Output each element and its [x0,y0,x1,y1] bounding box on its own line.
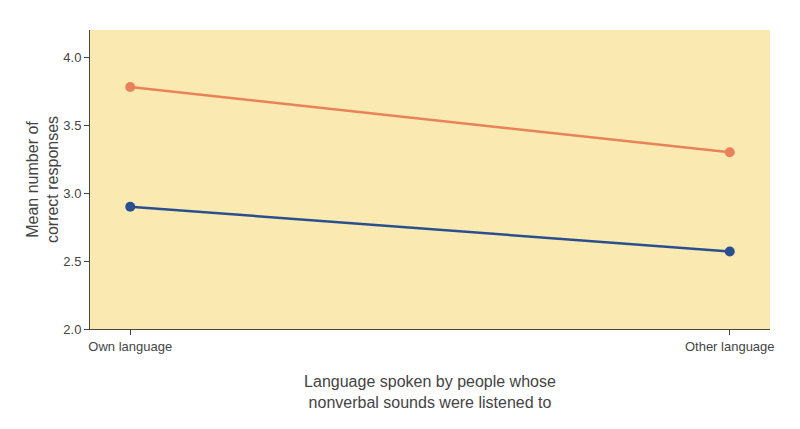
svg-text:Mean number ofcorrect response: Mean number ofcorrect responses [24,116,62,243]
svg-text:4.0: 4.0 [63,50,81,65]
svg-text:Language spoken by people whos: Language spoken by people whosenonverbal… [304,373,556,411]
svg-text:Own language: Own language [88,339,172,354]
svg-text:3.5: 3.5 [63,118,81,133]
svg-text:2.0: 2.0 [63,322,81,337]
svg-text:Other language: Other language [685,339,775,354]
svg-text:3.0: 3.0 [63,186,81,201]
svg-text:2.5: 2.5 [63,254,81,269]
